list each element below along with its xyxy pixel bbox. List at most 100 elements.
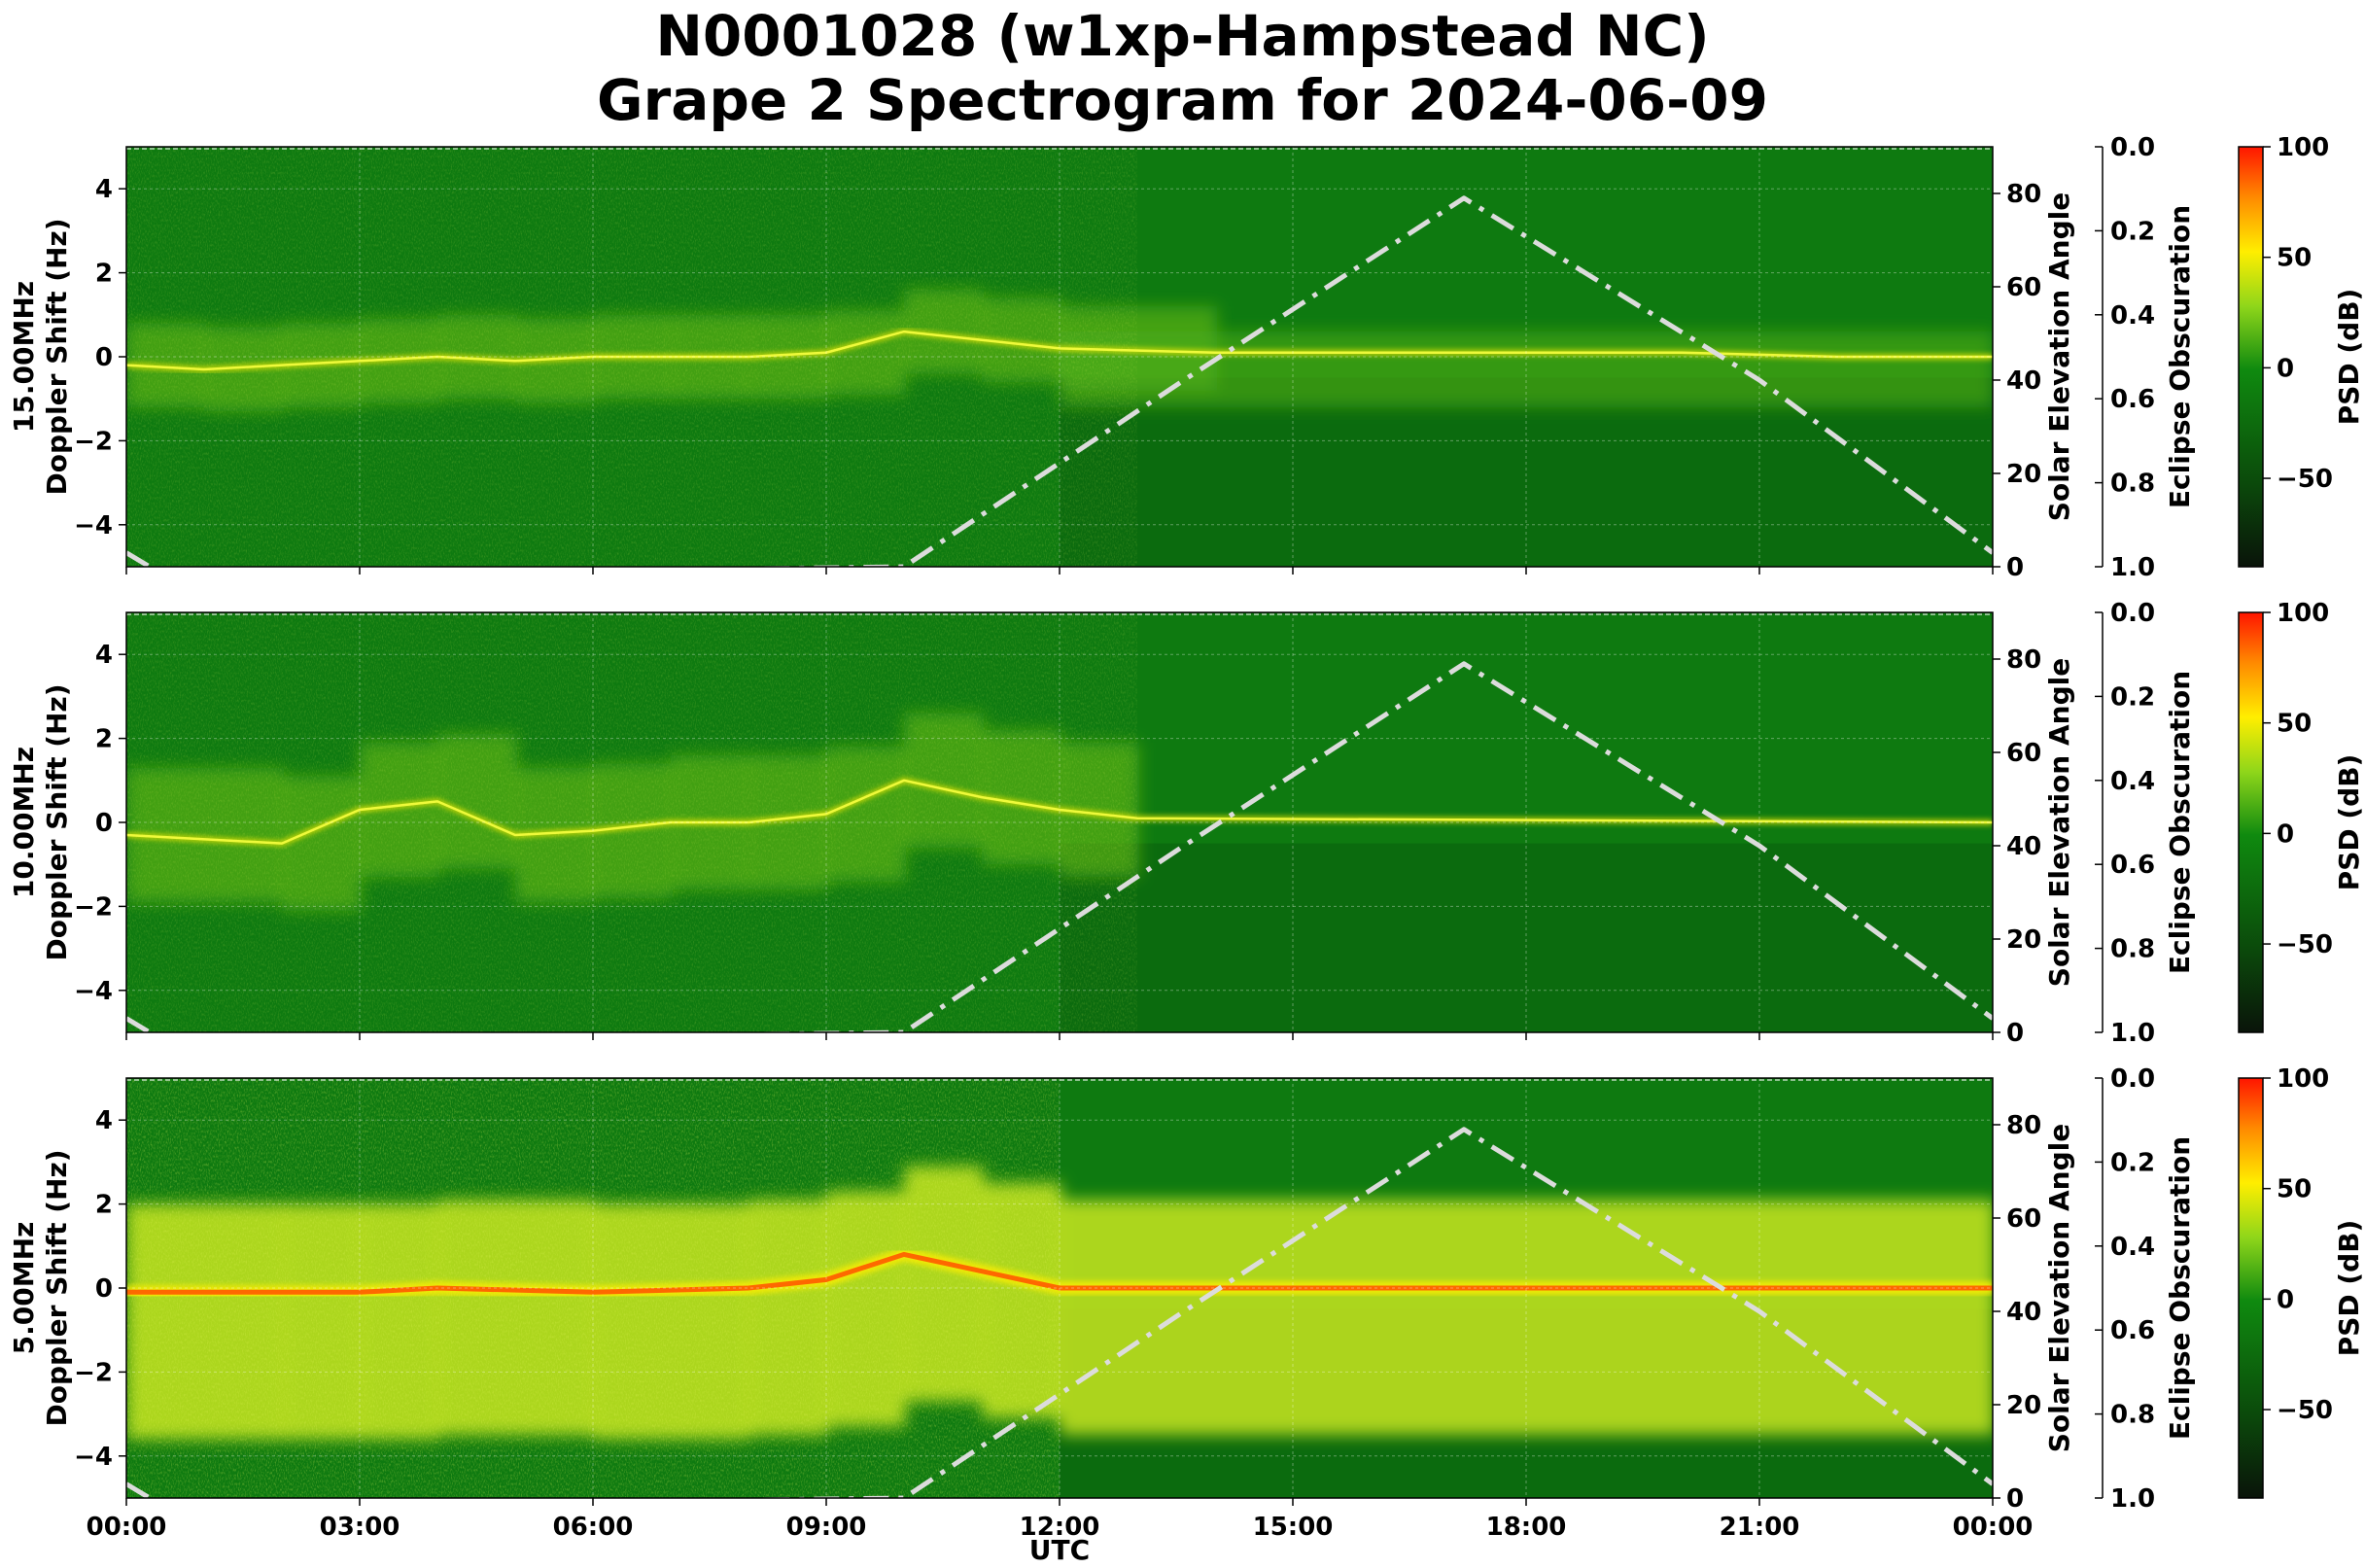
y-tick-label: −2: [74, 427, 113, 456]
spectrogram-image: [126, 612, 1993, 1032]
y-tick-label: 0: [95, 343, 113, 372]
eclipse-tick-label: 0.8: [2110, 935, 2155, 964]
y-tick-label: 2: [95, 1191, 113, 1220]
spectrogram-image: [126, 147, 1993, 567]
y-axis-label: 5.00MHzDoppler Shift (Hz): [8, 1149, 73, 1426]
y-tick-label: −2: [74, 892, 113, 922]
activity-band-day: [1060, 331, 1993, 407]
y-tick-label: 4: [95, 1106, 113, 1135]
eclipse-tick-label: 0.8: [2110, 470, 2155, 499]
colorbar-tick-label: 100: [2277, 599, 2329, 628]
spectrogram-image: [126, 1078, 1993, 1498]
solar-elevation-curve: [126, 1127, 1993, 1498]
solar-tick-label: 0: [2006, 1484, 2024, 1514]
colorbar-tick-label: −50: [2277, 1396, 2333, 1425]
eclipse-tick-label: 0.4: [2110, 301, 2155, 331]
eclipse-tick-label: 0.0: [2110, 599, 2155, 628]
y-tick-label: 0: [95, 809, 113, 838]
colorbar-tick-label: −50: [2277, 465, 2333, 494]
eclipse-axis-label: Eclipse Obscuration: [2164, 1136, 2196, 1440]
spectrogram-noise: [126, 612, 1137, 1032]
eclipse-tick-label: 0.6: [2110, 851, 2155, 880]
colorbar-tick-label: −50: [2277, 930, 2333, 959]
solar-tick-label: 60: [2006, 739, 2041, 768]
colorbar-label: PSD (dB): [2333, 754, 2365, 891]
solar-tick-label: 60: [2006, 1204, 2041, 1234]
doppler-trace: [126, 330, 1993, 371]
doppler-shift-label: Doppler Shift (Hz): [41, 218, 73, 495]
colorbar-tick-label: 100: [2277, 1064, 2329, 1094]
colorbar-tick-label: 50: [2277, 244, 2312, 273]
title-line-1: N0001028 (w1xp-Hampstead NC): [655, 3, 1710, 69]
eclipse-tick-label: 0.0: [2110, 133, 2155, 162]
doppler-shift-label: Doppler Shift (Hz): [41, 683, 73, 960]
y-tick-label: 4: [95, 641, 113, 670]
x-tick-label: 00:00: [87, 1513, 167, 1542]
doppler-trace: [126, 1251, 1993, 1295]
y-tick-label: 2: [95, 260, 113, 289]
y-tick-label: 4: [95, 175, 113, 204]
eclipse-tick-label: 1.0: [2110, 1484, 2155, 1514]
colorbar-tick-label: 0: [2277, 354, 2294, 383]
spectrogram-dark-region: [1060, 377, 1993, 567]
eclipse-tick-label: 0.6: [2110, 1316, 2155, 1345]
activity-band: [1060, 1200, 1993, 1436]
y-tick-label: −4: [74, 977, 113, 1006]
x-axis-label: UTC: [1029, 1534, 1090, 1566]
eclipse-tick-label: 1.0: [2110, 553, 2155, 582]
solar-tick-label: 0: [2006, 553, 2024, 582]
x-tick-label: 21:00: [1720, 1513, 1800, 1542]
y-tick-label: −4: [74, 1443, 113, 1472]
colorbar-tick-label: 0: [2277, 1285, 2294, 1314]
solar-elevation-axis-label: Solar Elevation Angle: [2043, 658, 2075, 987]
solar-tick-label: 20: [2006, 1391, 2041, 1420]
colorbar-label: PSD (dB): [2333, 289, 2365, 426]
psd-colorbar: [2238, 611, 2264, 1033]
eclipse-tick-label: 0.4: [2110, 1233, 2155, 1262]
solar-tick-label: 80: [2006, 645, 2041, 675]
doppler-trace: [126, 779, 1993, 845]
colorbar-tick-label: 50: [2277, 1175, 2312, 1204]
eclipse-tick-label: 0.2: [2110, 682, 2155, 712]
solar-tick-label: 60: [2006, 273, 2041, 302]
solar-elevation-axis-label: Solar Elevation Angle: [2043, 1124, 2075, 1452]
x-tick-label: 18:00: [1486, 1513, 1567, 1542]
title-line-2: Grape 2 Spectrogram for 2024-06-09: [597, 67, 1768, 133]
panel-15-00mhz: 420−2−415.00MHzDoppler Shift (Hz)0204060…: [8, 133, 2365, 582]
panel-frequency-label: 10.00MHz: [8, 747, 40, 898]
y-tick-label: −2: [74, 1358, 113, 1387]
x-tick-label: 15:00: [1253, 1513, 1334, 1542]
solar-tick-label: 0: [2006, 1019, 2024, 1048]
x-tick-label: 03:00: [320, 1513, 400, 1542]
panel-10-00mhz: 420−2−410.00MHzDoppler Shift (Hz)0204060…: [8, 599, 2365, 1048]
panel-5-00mhz: 420−2−45.00MHzDoppler Shift (Hz)02040608…: [8, 1064, 2365, 1514]
colorbar-tick-label: 50: [2277, 710, 2312, 739]
solar-elevation-curve: [126, 195, 1993, 567]
eclipse-tick-label: 0.6: [2110, 385, 2155, 414]
figure-title: N0001028 (w1xp-Hampstead NC) Grape 2 Spe…: [0, 4, 2365, 132]
eclipse-axis-label: Eclipse Obscuration: [2164, 205, 2196, 508]
eclipse-tick-label: 0.8: [2110, 1401, 2155, 1430]
eclipse-tick-label: 1.0: [2110, 1019, 2155, 1048]
eclipse-tick-label: 0.2: [2110, 217, 2155, 246]
x-tick-label: 12:00: [1020, 1513, 1100, 1542]
y-tick-label: −4: [74, 511, 113, 540]
y-tick-label: 0: [95, 1274, 113, 1304]
solar-tick-label: 40: [2006, 366, 2041, 396]
solar-tick-label: 80: [2006, 180, 2041, 209]
colorbar-tick-label: 100: [2277, 133, 2329, 162]
panel-frequency-label: 5.00MHz: [8, 1222, 40, 1355]
doppler-shift-label: Doppler Shift (Hz): [41, 1149, 73, 1426]
solar-tick-label: 20: [2006, 460, 2041, 489]
panel-frequency-label: 15.00MHz: [8, 281, 40, 433]
y-axis-label: 10.00MHzDoppler Shift (Hz): [8, 683, 73, 960]
psd-colorbar: [2238, 1077, 2264, 1499]
colorbar-tick-label: 0: [2277, 819, 2294, 849]
y-axis-label: 15.00MHzDoppler Shift (Hz): [8, 218, 73, 495]
eclipse-axis-label: Eclipse Obscuration: [2164, 671, 2196, 974]
solar-tick-label: 20: [2006, 925, 2041, 955]
eclipse-tick-label: 0.4: [2110, 767, 2155, 796]
colorbar-label: PSD (dB): [2333, 1220, 2365, 1357]
psd-colorbar: [2238, 146, 2264, 568]
spectrogram-dark-region: [1060, 843, 1993, 1032]
